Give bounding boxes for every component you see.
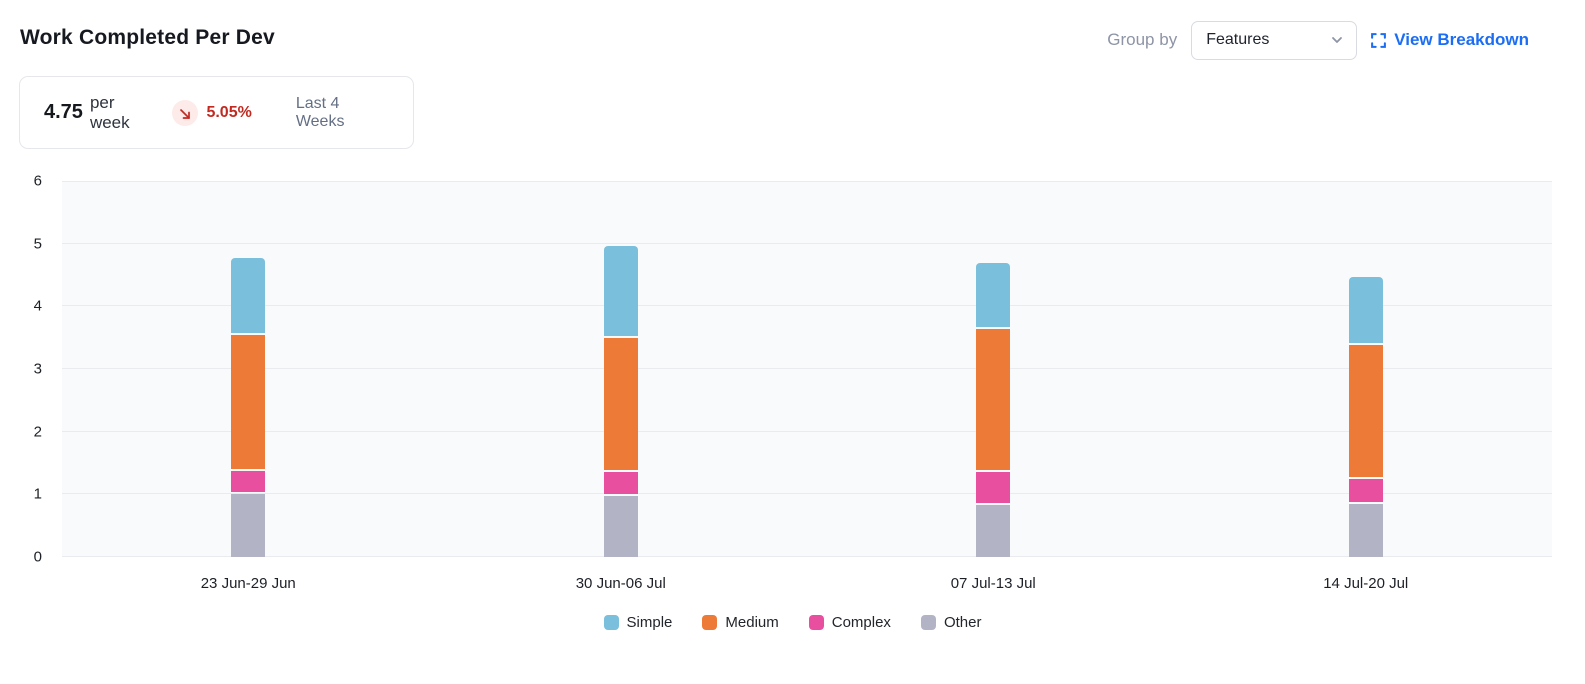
bar-segment-complex[interactable] [231, 471, 266, 493]
delta-percentage: 5.05% [206, 103, 252, 121]
bar-segment-complex[interactable] [1348, 478, 1383, 502]
legend-label: Simple [626, 614, 673, 631]
bar-segment-simple[interactable] [1348, 276, 1383, 344]
bar-segment-other[interactable] [603, 495, 638, 557]
view-breakdown-label: View Breakdown [1394, 30, 1529, 49]
bar-segment-medium[interactable] [1348, 345, 1383, 477]
bar-segment-medium[interactable] [603, 338, 638, 470]
x-tick-label: 07 Jul-13 Jul [950, 575, 1036, 592]
bar-07-jul-13-jul [976, 181, 1011, 557]
gridline [62, 181, 1552, 182]
y-tick-label: 1 [33, 485, 42, 503]
arrow-down-right-icon [179, 107, 191, 119]
legend-item-other[interactable]: Other [920, 614, 982, 631]
legend-label: Medium [725, 614, 779, 631]
gridline [62, 556, 1552, 557]
plot-area [62, 181, 1552, 557]
y-tick-label: 6 [33, 172, 42, 190]
bar-30-jun-06-jul [603, 181, 638, 557]
group-by-selected-value: Features [1206, 31, 1270, 48]
legend-item-complex[interactable]: Complex [808, 614, 891, 631]
y-tick-label: 4 [33, 297, 42, 315]
header-controls: Group by Features View Breakdown [1107, 20, 1529, 60]
y-axis: 0 1 2 3 4 5 6 [0, 173, 62, 566]
gridline [62, 368, 1552, 369]
group-by-label: Group by [1107, 30, 1178, 49]
legend-swatch-simple [603, 615, 619, 630]
legend-swatch-medium [702, 615, 718, 630]
y-tick-label: 2 [33, 423, 42, 441]
view-breakdown-link[interactable]: View Breakdown [1371, 30, 1529, 50]
stat-period: Last 4 Weeks [295, 94, 345, 130]
bar-14-jul-20-jul [1348, 181, 1383, 557]
bar-segment-medium[interactable] [231, 335, 266, 470]
x-tick-label: 30 Jun-06 Jul [575, 575, 666, 592]
x-tick-label: 14 Jul-20 Jul [1323, 575, 1409, 592]
bar-segment-simple[interactable] [603, 245, 638, 337]
legend-item-medium[interactable]: Medium [702, 614, 779, 631]
gridline [62, 305, 1552, 307]
bar-23-jun-29-jun [231, 181, 266, 557]
expand-icon [1371, 32, 1387, 48]
bar-segment-medium[interactable] [976, 329, 1011, 470]
legend-label: Complex [831, 614, 891, 631]
legend-swatch-other [920, 615, 936, 630]
gridline [62, 242, 1552, 244]
bar-segment-other[interactable] [1348, 503, 1383, 557]
legend-item-simple[interactable]: Simple [603, 614, 673, 631]
legend-swatch-complex [808, 615, 824, 630]
y-tick-label: 3 [33, 360, 42, 378]
stat-unit: per week [89, 92, 130, 132]
legend-label: Other [943, 614, 982, 631]
trend-down-badge [172, 99, 199, 126]
group-by-select[interactable]: Features [1191, 20, 1358, 60]
bar-segment-complex[interactable] [603, 471, 638, 494]
stat-value: 4.75 [44, 101, 83, 123]
bar-segment-simple[interactable] [231, 258, 266, 334]
bar-segment-complex[interactable] [976, 471, 1011, 504]
bar-segment-simple[interactable] [976, 263, 1011, 328]
summary-stat-card: 4.75 per week 5.05% Last 4 Weeks [19, 76, 414, 149]
gridline [62, 493, 1552, 495]
x-axis: 23 Jun-29 Jun 30 Jun-06 Jul 07 Jul-13 Jul 1… [62, 575, 1552, 595]
chart-legend: Simple Medium Complex Other [0, 614, 1585, 631]
y-tick-label: 5 [33, 235, 42, 253]
page-title: Work Completed Per Dev [20, 26, 275, 49]
y-tick-label: 0 [33, 548, 42, 566]
x-tick-label: 23 Jun-29 Jun [200, 575, 296, 592]
bar-segment-other[interactable] [976, 505, 1011, 557]
chevron-down-icon [1330, 33, 1344, 47]
gridline [62, 430, 1552, 432]
bar-segment-other[interactable] [231, 494, 266, 557]
